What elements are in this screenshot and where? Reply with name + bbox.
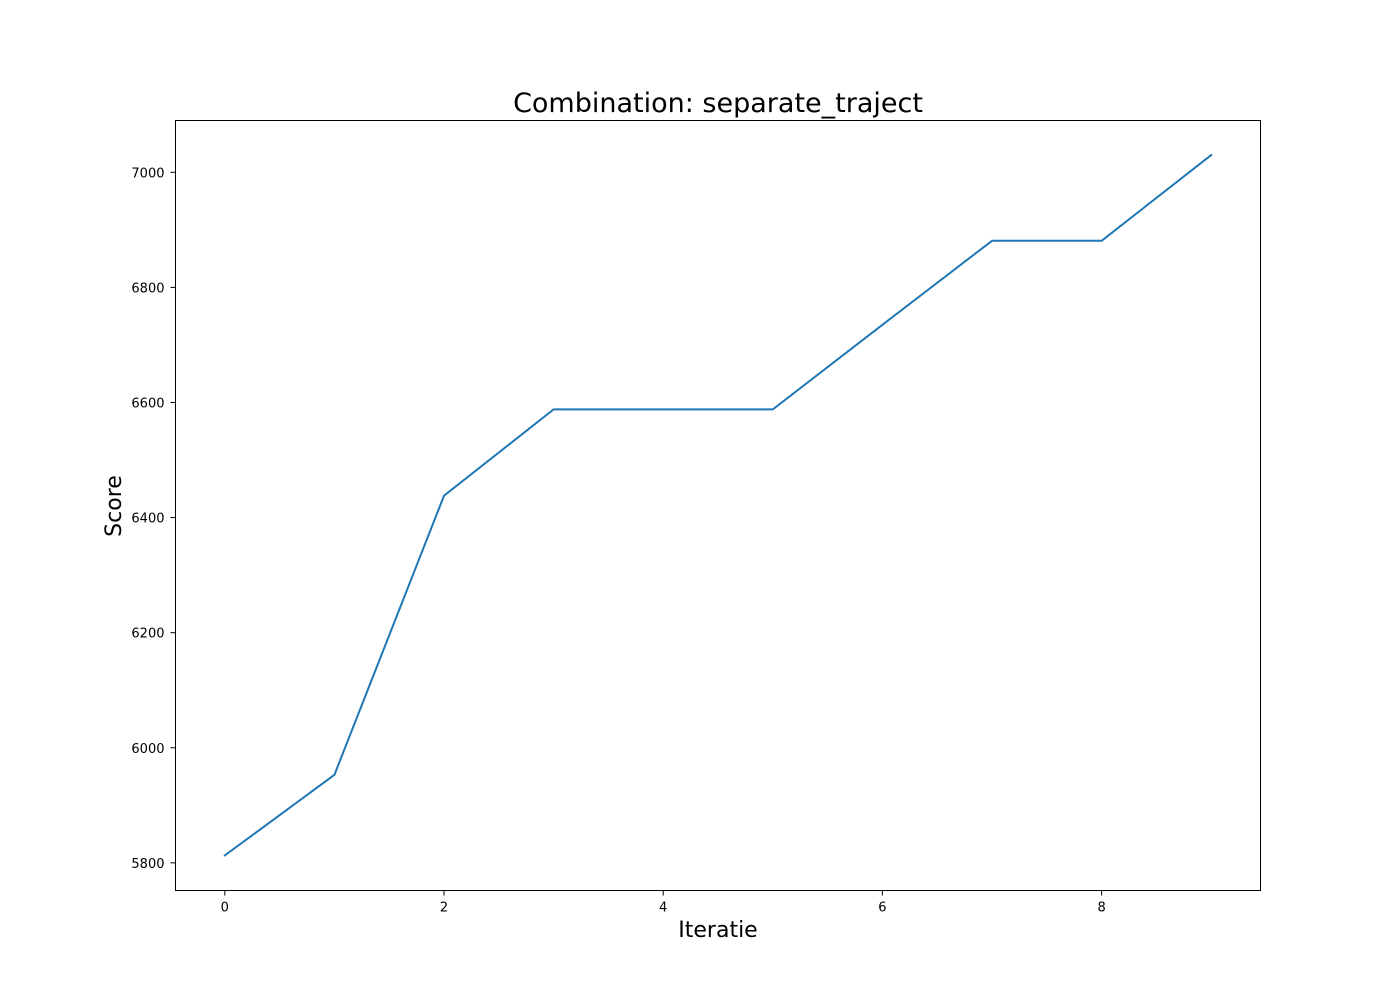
x-tick-label: 0 — [221, 901, 229, 916]
x-axis-label: Iteratie — [678, 918, 757, 943]
x-tick-label: 4 — [659, 901, 667, 916]
y-tick-label: 6800 — [131, 281, 164, 296]
chart-title: Combination: separate_traject — [513, 88, 923, 119]
series-line — [223, 153, 1213, 857]
y-tick-label: 5800 — [131, 857, 164, 872]
y-tick-label: 6000 — [131, 742, 164, 757]
y-axis-label: Score — [102, 475, 127, 537]
plot-area — [175, 120, 1261, 891]
x-tick-label: 2 — [440, 901, 448, 916]
y-axis: 5800 6000 6200 6400 6600 6800 7000 — [131, 166, 176, 872]
y-tick-label: 6200 — [131, 627, 164, 642]
y-tick-label: 6600 — [131, 396, 164, 411]
series-layer — [223, 153, 1213, 857]
x-tick-label: 6 — [878, 901, 886, 916]
x-tick-label: 8 — [1097, 901, 1105, 916]
y-tick-label: 6400 — [131, 512, 164, 527]
x-axis: 0 2 4 6 8 — [221, 890, 1106, 916]
y-tick-label: 7000 — [131, 166, 164, 181]
